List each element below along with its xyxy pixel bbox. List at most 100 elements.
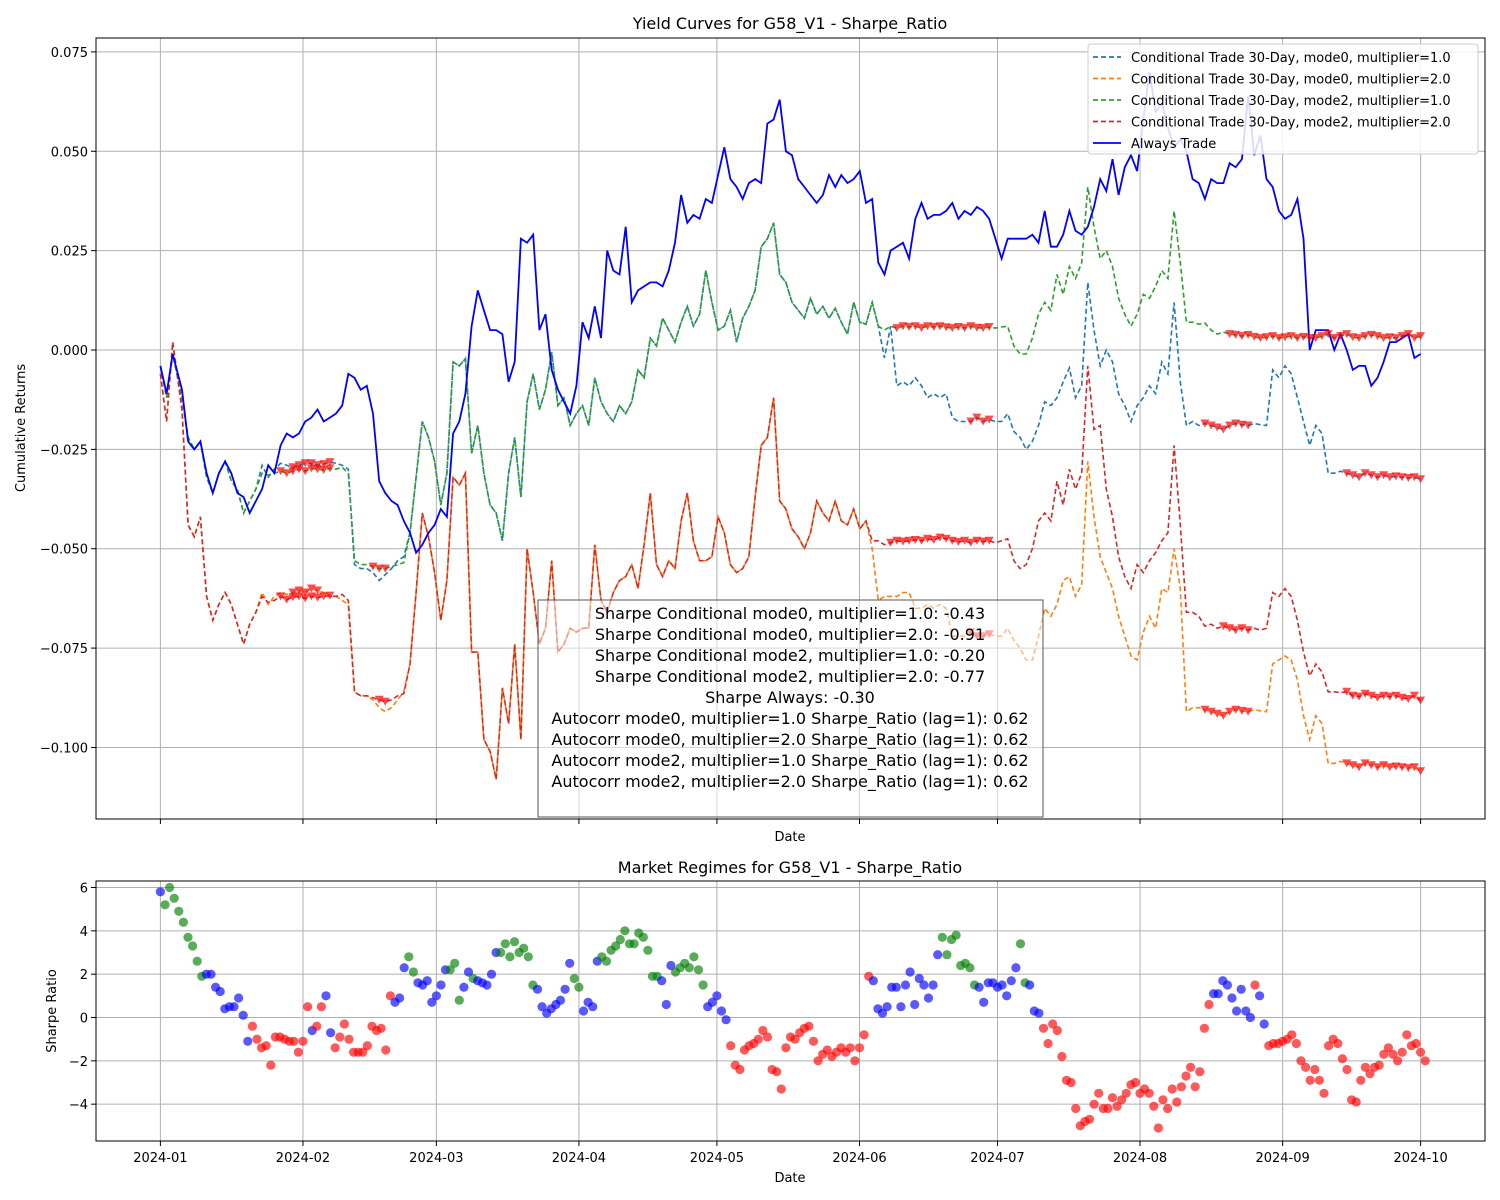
regime-point-red — [1337, 1054, 1347, 1064]
regime-point-red — [1351, 1097, 1361, 1107]
regime-point-blue — [905, 967, 915, 977]
legend-label: Conditional Trade 30-Day, mode0, multipl… — [1131, 73, 1451, 88]
regime-point-green — [965, 963, 975, 973]
market-regimes-panel: 2024-01 2024-02 2024-03 2024-04 2024-05 2024-… — [45, 858, 1486, 1186]
regime-point-red — [850, 1056, 860, 1066]
regime-point-red — [1181, 1071, 1191, 1081]
regime-point-red — [776, 1084, 786, 1094]
regime-point-red — [1149, 1101, 1159, 1111]
regime-point-green — [569, 973, 579, 984]
stats-line: Autocorr mode0, multiplier=1.0 Sharpe_Ra… — [551, 709, 1028, 729]
top-chart-title: Yield Curves for G58_V1 - Sharpe_Ratio — [632, 14, 947, 34]
no-trade-marker — [1243, 421, 1253, 430]
regime-point-red — [1117, 1095, 1127, 1105]
regime-point-red — [1356, 1075, 1366, 1085]
regime-point-red — [1084, 1114, 1095, 1124]
regime-point-green — [643, 945, 653, 955]
bottom-x-tick-label: 2024-09 — [1255, 1151, 1309, 1166]
series-line-3 — [159, 341, 1422, 780]
top-y-tick-label: −0.075 — [40, 642, 88, 657]
regime-point-blue — [877, 1008, 888, 1018]
regime-point-blue — [923, 993, 934, 1003]
regime-point-red — [1416, 1047, 1426, 1057]
regime-point-red — [1420, 1056, 1430, 1066]
bottom-y-axis-label: Sharpe Ratio — [45, 969, 60, 1053]
regime-point-blue — [933, 950, 943, 960]
regime-point-blue — [1006, 976, 1016, 986]
no-trade-marker — [1360, 332, 1370, 341]
bottom-y-tick-label: 0 — [80, 1012, 88, 1027]
regime-point-red — [1411, 1038, 1421, 1049]
regime-point-red — [298, 1036, 308, 1046]
regime-point-red — [1144, 1088, 1154, 1098]
bottom-x-tick-label: 2024-07 — [970, 1151, 1024, 1166]
regime-point-red — [385, 991, 395, 1001]
regime-point-blue — [928, 980, 938, 990]
regime-point-green — [505, 952, 515, 962]
regime-point-red — [381, 1045, 391, 1055]
regime-point-red — [1301, 1062, 1311, 1072]
regime-point-red — [726, 1041, 736, 1051]
no-trade-marker — [288, 467, 298, 476]
regime-point-red — [1190, 1082, 1200, 1092]
regime-point-blue — [716, 1006, 727, 1016]
regime-point-red — [1287, 1030, 1297, 1040]
bottom-y-tick-label: −2 — [69, 1055, 88, 1070]
no-trade-marker — [984, 415, 994, 424]
regime-point-blue — [1011, 963, 1021, 973]
regime-point-green — [615, 934, 625, 945]
regime-point-green — [408, 967, 418, 977]
regime-point-red — [376, 1023, 386, 1033]
no-trade-marker — [319, 460, 329, 469]
regime-point-red — [1052, 1025, 1062, 1036]
regime-point-blue — [914, 973, 924, 984]
regime-point-red — [1383, 1043, 1393, 1053]
bottom-plot-frame — [95, 880, 1486, 1142]
no-trade-marker — [1385, 333, 1395, 342]
regime-point-blue — [979, 997, 989, 1007]
no-trade-marker — [984, 536, 994, 545]
no-trade-marker — [978, 537, 988, 546]
no-trade-marker — [917, 536, 926, 545]
regime-point-green — [496, 947, 506, 958]
no-trade-marker — [1329, 334, 1339, 343]
top-y-axis-label: Cumulative Returns — [14, 364, 29, 492]
regime-point-green — [169, 893, 179, 903]
regime-point-green — [519, 943, 529, 953]
no-trade-marker — [1237, 420, 1247, 429]
no-trade-marker — [1403, 695, 1413, 703]
regime-point-blue — [155, 887, 165, 897]
no-trade-marker — [1397, 332, 1407, 341]
regime-point-blue — [1232, 1006, 1242, 1016]
no-trade-marker — [1354, 473, 1364, 482]
regime-point-blue — [997, 980, 1007, 990]
regime-point-green — [942, 950, 952, 960]
no-trade-marker — [380, 697, 390, 706]
no-trade-marker — [325, 591, 335, 600]
regime-point-blue — [1222, 980, 1232, 990]
regime-point-green — [404, 952, 414, 962]
no-trade-marker — [300, 588, 310, 597]
regime-point-red — [1397, 1047, 1407, 1057]
no-trade-marker — [966, 538, 976, 547]
regime-point-red — [790, 1034, 800, 1044]
no-trade-marker — [1218, 425, 1228, 434]
regime-point-blue — [1245, 1012, 1255, 1023]
regime-point-red — [1360, 1062, 1370, 1072]
regime-point-red — [1333, 1038, 1343, 1049]
no-trade-marker — [1292, 334, 1302, 343]
regime-point-green — [574, 982, 584, 992]
regime-point-green — [178, 917, 188, 927]
regime-point-blue — [482, 980, 492, 990]
no-trade-marker — [1373, 693, 1382, 702]
regime-point-red — [1103, 1103, 1113, 1114]
no-trade-marker — [306, 464, 316, 473]
regime-point-red — [266, 1060, 276, 1070]
no-trade-marker — [1225, 330, 1235, 339]
regime-point-red — [1379, 1049, 1389, 1059]
no-trade-marker — [1354, 334, 1364, 343]
top-y-tick-label: −0.100 — [40, 741, 88, 756]
regime-point-red — [1158, 1095, 1168, 1105]
no-trade-marker — [1237, 332, 1247, 341]
regime-point-green — [174, 906, 184, 916]
